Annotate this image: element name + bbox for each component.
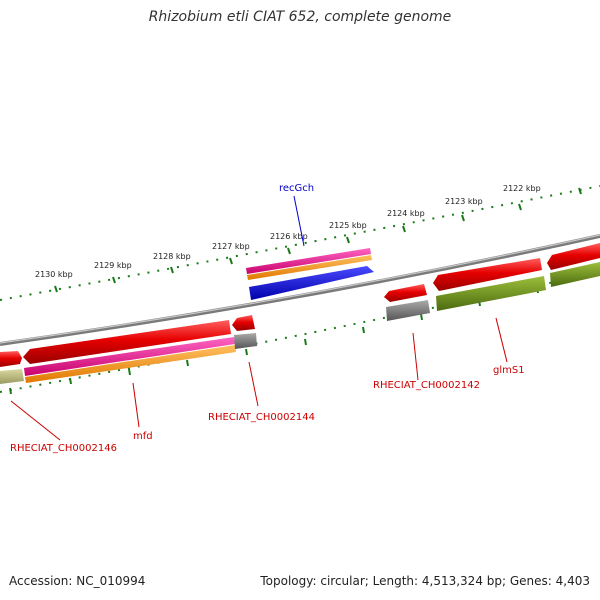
tick-label-2124: 2124 kbp: [387, 209, 425, 218]
cds-arrow-right-edge[interactable]: [550, 262, 600, 287]
label-glms1[interactable]: glmS1: [493, 365, 525, 376]
label-mfd[interactable]: mfd: [133, 431, 153, 442]
tick-label-2130: 2130 kbp: [35, 270, 73, 279]
gene-arrow-recgch[interactable]: [246, 248, 371, 274]
tick-label-2127: 2127 kbp: [212, 242, 250, 251]
tick-label-2122: 2122 kbp: [503, 184, 541, 193]
cds-arrow-glms1[interactable]: [436, 276, 546, 311]
outer-scale-ring: [0, 185, 600, 301]
forward-features[interactable]: [246, 248, 374, 300]
tick-label-2125: 2125 kbp: [329, 221, 367, 230]
gene-arrow-small[interactable]: [232, 315, 255, 331]
gene-arrow-glms1[interactable]: [433, 258, 542, 291]
rna-arrow-recgch[interactable]: [249, 266, 374, 300]
label-leaders: [10, 195, 508, 441]
cds-arrow-mfd[interactable]: [24, 337, 235, 376]
label-rheciat-ch0002146[interactable]: RHECIAT_CH0002146: [10, 443, 117, 454]
map-title: Rhizobium etli CIAT 652, complete genome: [148, 9, 452, 25]
reverse-features[interactable]: [0, 243, 600, 384]
pseudo-arrow-ch0002144[interactable]: [234, 333, 257, 349]
tick-label-2128: 2128 kbp: [153, 252, 191, 261]
orf-arrow-mfd[interactable]: [25, 345, 236, 383]
scale-labels: 2122 kbp 2123 kbp 2124 kbp 2125 kbp 2126…: [35, 184, 541, 279]
label-rheciat-ch0002142[interactable]: RHECIAT_CH0002142: [373, 380, 480, 391]
genome-summary-text: Topology: circular; Length: 4,513,324 bp…: [260, 574, 590, 588]
accession-text: Accession: NC_010994: [9, 574, 146, 588]
tick-label-2129: 2129 kbp: [94, 261, 132, 270]
feature-labels: recGch RHECIAT_CH0002146 mfd RHECIAT_CH0…: [10, 183, 525, 454]
gene-arrow-ch0002142[interactable]: [384, 284, 427, 302]
tick-label-2123: 2123 kbp: [445, 197, 483, 206]
pseudo-arrow-ch0002142[interactable]: [386, 300, 430, 321]
label-rheciat-ch0002144[interactable]: RHECIAT_CH0002144: [208, 412, 315, 423]
inner-scale-ring: [0, 271, 600, 395]
tick-label-2126: 2126 kbp: [270, 232, 308, 241]
genome-backbone: [0, 234, 600, 346]
gene-arrow-right-edge[interactable]: [547, 243, 600, 270]
gene-arrow-left-edge[interactable]: [0, 351, 22, 367]
feature-tan-left[interactable]: [0, 369, 24, 384]
cds-arrow-recgch[interactable]: [247, 255, 372, 280]
gene-arrow-mfd[interactable]: [23, 320, 231, 364]
label-recgch[interactable]: recGch: [279, 183, 314, 194]
